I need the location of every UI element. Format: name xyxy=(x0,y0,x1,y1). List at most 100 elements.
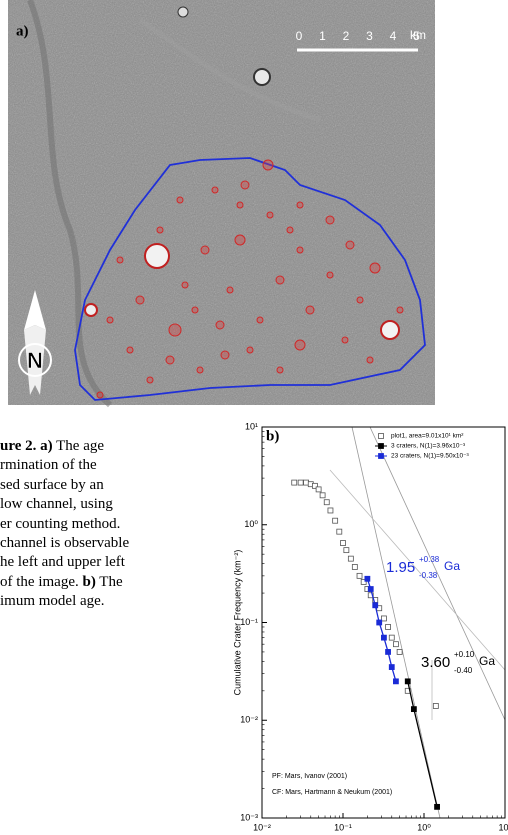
crater xyxy=(240,180,250,190)
crater xyxy=(200,245,210,255)
channel-trace xyxy=(27,0,113,408)
crater xyxy=(266,211,274,219)
data-point xyxy=(376,605,383,612)
channel-trace xyxy=(138,17,321,123)
crater xyxy=(168,323,182,337)
scale-label: 2 xyxy=(343,29,350,43)
crater xyxy=(246,346,254,354)
caption-text: The age xyxy=(52,438,105,454)
crater xyxy=(296,201,304,209)
legend-label: 23 craters, N(1)=9.50x10⁻³ xyxy=(391,453,470,460)
plot-frame xyxy=(261,426,506,819)
caption-text: er counting method. xyxy=(0,515,121,532)
crater xyxy=(144,243,170,269)
caption-text: channel is observable xyxy=(0,535,130,552)
crater xyxy=(226,286,234,294)
caption-line: channel is observable xyxy=(0,534,215,553)
north-circle xyxy=(18,343,52,377)
crater xyxy=(356,296,364,304)
crater xyxy=(146,376,154,384)
data-point xyxy=(315,486,322,493)
crater xyxy=(96,391,104,399)
caption-text: sed surface by an xyxy=(0,476,104,493)
crater-group xyxy=(96,159,404,399)
crater xyxy=(369,262,381,274)
caption-text: low channel, using xyxy=(0,496,113,513)
data-point xyxy=(360,579,367,585)
caption-line: he left and upper left xyxy=(0,553,215,572)
north-arrow xyxy=(24,290,46,330)
data-point xyxy=(410,706,417,713)
data-point xyxy=(385,624,391,630)
scale-label: 0 xyxy=(296,29,303,43)
caption-text: rmination of the xyxy=(0,457,97,474)
data-point xyxy=(385,649,391,655)
y-tick-label: 10⁻² xyxy=(240,715,258,725)
legend-marker xyxy=(378,433,384,439)
scale-labels: 0 1 2 3 4 5 xyxy=(296,29,421,43)
crater xyxy=(253,68,271,86)
isochron xyxy=(369,426,506,721)
y-axis-label: Cumulative Crater Frequency (km⁻²) xyxy=(232,550,242,696)
crater xyxy=(325,215,335,225)
legend-marker xyxy=(378,453,384,459)
north-label: N xyxy=(27,348,43,373)
age-value: 1.95 xyxy=(386,559,415,576)
data-point xyxy=(332,517,339,524)
crater xyxy=(116,256,124,264)
crater xyxy=(276,366,284,374)
data-point xyxy=(396,649,403,655)
scale-label: 5 xyxy=(413,29,420,43)
caption-line: imum model age. xyxy=(0,592,215,611)
data-point xyxy=(367,586,374,592)
data-point xyxy=(393,678,399,685)
data-point xyxy=(323,499,330,506)
data-point xyxy=(404,678,411,685)
crater xyxy=(234,234,246,246)
age-value: 3.60 xyxy=(421,654,450,671)
surface-outline xyxy=(74,157,426,401)
crater xyxy=(220,350,230,360)
data-point xyxy=(343,547,350,554)
crater xyxy=(126,346,134,354)
data-point xyxy=(364,575,371,582)
data-point xyxy=(291,479,298,486)
age-unit: Ga xyxy=(444,559,460,573)
x-tick-label: 10¹ xyxy=(498,822,508,832)
caption-line: er counting method. xyxy=(0,515,215,534)
data-point xyxy=(434,803,440,810)
legend-marker xyxy=(378,443,384,449)
legend-label: 3 craters, N(1)=3.96x10⁻³ xyxy=(391,443,466,450)
x-tick-label: 10⁰ xyxy=(417,822,431,832)
scale-label: 1 xyxy=(319,29,326,43)
data-point xyxy=(393,641,399,648)
crater xyxy=(176,196,184,204)
caption-text: of the image. xyxy=(0,573,83,590)
data-point xyxy=(297,479,304,486)
data-point xyxy=(347,555,354,562)
crater xyxy=(215,320,225,330)
crater xyxy=(256,316,264,324)
y-tick-label: 10⁰ xyxy=(244,519,258,529)
crater xyxy=(296,246,304,254)
crater xyxy=(380,320,400,340)
crater xyxy=(326,271,334,279)
crater xyxy=(345,240,355,250)
age-error-upper: +0.38 xyxy=(419,555,440,564)
crater xyxy=(286,226,294,234)
x-tick-label: 10⁻¹ xyxy=(334,822,352,832)
data-point xyxy=(381,634,387,641)
chart-note: PF: Mars, Ivanov (2001) xyxy=(272,773,347,780)
data-point xyxy=(312,482,318,489)
caption-text: he left and upper left xyxy=(0,554,125,571)
series-line xyxy=(407,681,438,808)
caption-text: imum model age. xyxy=(0,593,105,610)
caption-text: b) xyxy=(82,573,96,590)
scale-label: 3 xyxy=(366,29,373,43)
caption-line: rmination of the xyxy=(0,456,215,475)
data-point xyxy=(376,619,383,626)
data-point xyxy=(351,564,358,570)
caption-text: The xyxy=(95,573,123,590)
crater xyxy=(156,226,164,234)
